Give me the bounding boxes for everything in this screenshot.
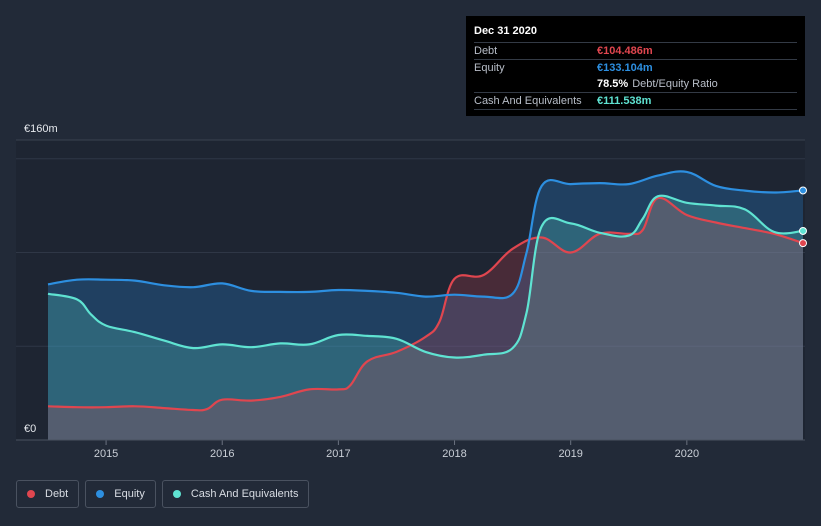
endpoint-cash [799, 226, 807, 235]
tooltip-equity-label: Equity [474, 62, 505, 74]
area-equity [48, 171, 803, 440]
area-debt [48, 197, 803, 440]
tooltip-equity-value: €133.104m [597, 62, 653, 74]
plot-background [16, 140, 805, 440]
area-cash [48, 195, 803, 440]
line-debt [47, 196, 804, 412]
endpoint-debt [799, 239, 807, 248]
tooltip-cash-value: €111.538m [597, 95, 652, 107]
x-tick-label-2017: 2017 [326, 448, 350, 460]
legend-cash-label: Cash And Equivalents [190, 488, 299, 500]
series-lines [47, 170, 804, 412]
tooltip-date: Dec 31 2020 [474, 24, 797, 43]
data-tooltip: Dec 31 2020 Debt €104.486m Equity €133.1… [466, 16, 805, 116]
x-axis-ticks: 2015 2016 2017 2018 2019 2020 [16, 439, 805, 460]
equity-dot-icon [96, 490, 105, 498]
legend-item-cash[interactable]: Cash And Equivalents [161, 480, 310, 508]
tooltip-row-cash: Cash And Equivalents €111.538m [474, 93, 797, 110]
y-axis-ticks: €0 €160m [24, 123, 58, 435]
chart-legend: Debt Equity Cash And Equivalents [16, 480, 310, 508]
tooltip-row-debt: Debt €104.486m [474, 43, 797, 60]
grid-lines [16, 139, 805, 441]
x-tick-label-2018: 2018 [442, 448, 466, 460]
series-endpoints [799, 186, 807, 248]
legend-debt-label: Debt [45, 488, 69, 500]
cash-dot-icon [172, 490, 181, 498]
x-tick-label-2015: 2015 [94, 448, 118, 460]
x-tick-label-2020: 2020 [675, 448, 699, 460]
debt-dot-icon [27, 490, 35, 498]
endpoint-equity [799, 186, 807, 195]
tooltip-ratio-value: 78.5% [597, 78, 629, 90]
tooltip-debt-value: €104.486m [597, 45, 653, 57]
tooltip-cash-label: Cash And Equivalents [474, 95, 582, 107]
x-tick-label-2019: 2019 [558, 448, 582, 460]
y-tick-label-max: €160m [24, 123, 58, 135]
tooltip-debt-label: Debt [474, 45, 498, 57]
legend-equity-label: Equity [114, 488, 145, 500]
line-equity [47, 170, 804, 300]
line-cash [47, 194, 804, 359]
y-tick-label-min: €0 [24, 423, 36, 435]
legend-item-equity[interactable]: Equity [85, 480, 156, 508]
x-tick-label-2016: 2016 [210, 448, 234, 460]
tooltip-row-ratio: 78.5% Debt/Equity Ratio [474, 76, 797, 93]
legend-item-debt[interactable]: Debt [16, 480, 80, 508]
tooltip-row-equity: Equity €133.104m [474, 60, 797, 76]
tooltip-ratio-label: Debt/Equity Ratio [632, 78, 718, 90]
series-areas [48, 171, 803, 440]
